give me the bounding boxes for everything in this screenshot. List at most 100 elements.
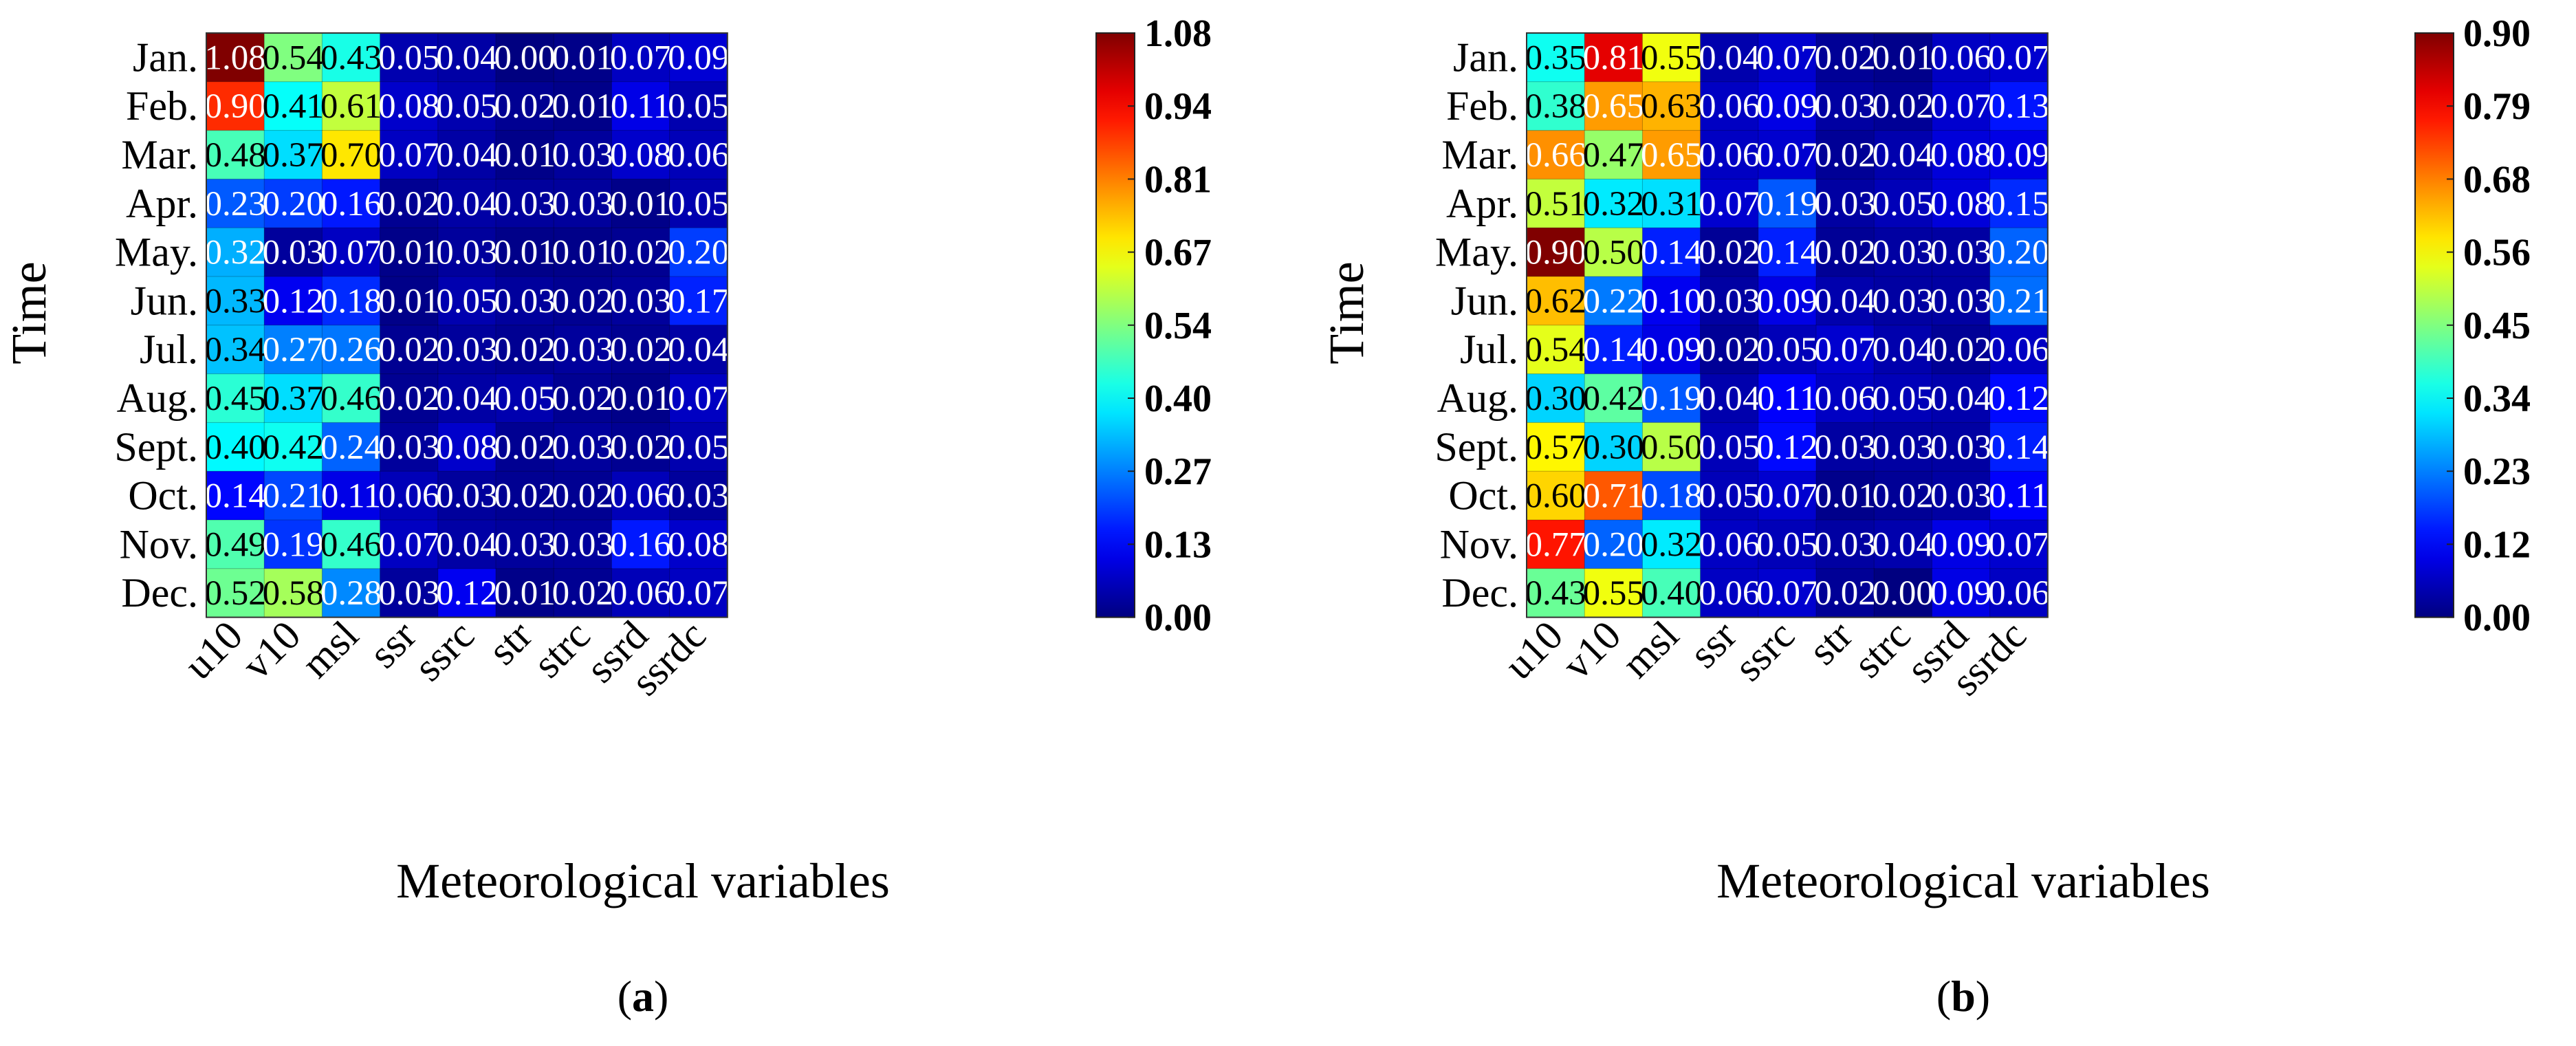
- cell-value-label: 0.02: [494, 477, 555, 516]
- cell-value-label: 0.01: [552, 39, 613, 77]
- cell-value-label: 0.04: [436, 136, 497, 175]
- colorbar-tick-label: 0.00: [1144, 597, 1212, 640]
- heatmap-cell: [1526, 32, 1586, 83]
- y-tick-label: Aug.: [117, 375, 198, 421]
- heatmap-cell: [1815, 81, 1875, 131]
- cell-value-label: 0.03: [436, 234, 497, 272]
- heatmap-cell: [321, 227, 381, 278]
- cell-value-label: 0.05: [378, 39, 439, 77]
- cell-value-label: 0.16: [610, 525, 671, 564]
- heatmap-cell: [553, 519, 613, 569]
- cell-value-label: 0.54: [263, 39, 324, 77]
- heatmap-cell: [321, 276, 381, 326]
- heatmap-cell: [611, 325, 670, 375]
- cell-value-label: 0.04: [1873, 136, 1934, 175]
- cell-value-label: 0.19: [263, 525, 324, 564]
- cell-value-label: 0.02: [1814, 39, 1875, 77]
- x-axis-label: Meteorological variables: [1716, 853, 2210, 908]
- heatmap-cell: [380, 373, 439, 424]
- heatmap-cell: [321, 470, 381, 521]
- cell-value-label: 0.05: [1756, 525, 1818, 564]
- cell-value-label: 0.02: [552, 574, 613, 613]
- panel-label: (a): [618, 972, 669, 1021]
- heatmap-cell: [1815, 470, 1875, 521]
- colorbar-tick-label: 0.54: [1144, 305, 1212, 347]
- heatmap-cell: [380, 276, 439, 326]
- cell-value-label: 0.06: [1930, 39, 1991, 77]
- cell-value-label: 0.08: [668, 525, 729, 564]
- cell-value-label: 0.02: [1814, 574, 1875, 613]
- heatmap-cell: [1700, 325, 1759, 375]
- y-axis-label: Time: [1319, 261, 1374, 364]
- cell-value-label: 0.38: [1525, 87, 1586, 126]
- cell-value-label: 0.01: [378, 282, 439, 320]
- cell-value-label: 0.07: [320, 234, 382, 272]
- cell-value-label: 0.11: [1757, 380, 1817, 418]
- colorbar-tick-label: 0.00: [2463, 597, 2531, 640]
- cell-value-label: 0.02: [494, 428, 555, 467]
- heatmap-cell: [263, 325, 323, 375]
- heatmap-cell: [1700, 422, 1759, 472]
- cell-value-label: 0.06: [1699, 87, 1760, 126]
- heatmap-cell: [437, 81, 496, 131]
- cell-value-label: 0.43: [320, 39, 382, 77]
- heatmap-cell: [380, 130, 439, 180]
- heatmap-cell: [321, 325, 381, 375]
- cell-value-label: 0.09: [1930, 525, 1991, 564]
- heatmap-cells: 1.080.540.430.050.040.000.010.070.090.90…: [204, 32, 729, 618]
- heatmap-cell: [611, 470, 670, 521]
- cell-value-label: 0.05: [436, 282, 497, 320]
- heatmap-cell: [206, 373, 265, 424]
- colorbar-tick-label: 0.34: [2463, 378, 2531, 420]
- cell-value-label: 0.05: [1699, 428, 1760, 467]
- cell-value-label: 0.05: [1873, 380, 1934, 418]
- heatmap-cell: [1584, 519, 1644, 569]
- heatmap-cell: [611, 373, 670, 424]
- cell-value-label: 0.02: [552, 380, 613, 418]
- heatmap-cell: [553, 422, 613, 472]
- heatmap-cell: [1526, 130, 1586, 180]
- heatmap-cell: [263, 178, 323, 229]
- cell-value-label: 0.11: [1989, 477, 2049, 516]
- colorbar-tick-label: 0.13: [1144, 523, 1212, 566]
- heatmap-cell: [1526, 276, 1586, 326]
- heatmap-cell: [611, 519, 670, 569]
- cell-value-label: 0.14: [1988, 428, 2049, 467]
- heatmap-cell: [1526, 470, 1586, 521]
- heatmap-cell: [1931, 422, 1991, 472]
- heatmap-cell: [1931, 568, 1991, 618]
- cell-value-label: 0.07: [1756, 477, 1818, 516]
- heatmap-cell: [1641, 276, 1701, 326]
- heatmap-cell: [1526, 227, 1586, 278]
- heatmap-cell: [1989, 276, 2049, 326]
- cell-value-label: 0.02: [552, 477, 613, 516]
- cell-value-label: 0.04: [436, 525, 497, 564]
- cell-value-label: 0.14: [204, 477, 265, 516]
- cell-value-label: 0.01: [494, 234, 555, 272]
- cell-value-label: 0.02: [494, 87, 555, 126]
- cell-value-label: 0.23: [204, 185, 265, 224]
- y-tick-label: Mar.: [121, 132, 198, 177]
- heatmap-cell: [1815, 227, 1875, 278]
- cell-value-label: 0.57: [1525, 428, 1586, 467]
- colorbar-tick-label: 0.12: [2463, 523, 2531, 566]
- cell-value-label: 0.06: [1699, 525, 1760, 564]
- heatmap-cell: [1758, 519, 1818, 569]
- cell-value-label: 0.90: [204, 87, 265, 126]
- cell-value-label: 0.61: [320, 87, 382, 126]
- cell-value-label: 0.08: [378, 87, 439, 126]
- cell-value-label: 0.11: [611, 87, 670, 126]
- cell-value-label: 0.09: [668, 39, 729, 77]
- heatmap-cell: [553, 130, 613, 180]
- heatmap-cell: [495, 470, 555, 521]
- cell-value-label: 0.08: [436, 428, 497, 467]
- cell-value-label: 0.30: [1583, 428, 1644, 467]
- cell-value-label: 0.03: [552, 428, 613, 467]
- cell-value-label: 0.04: [436, 380, 497, 418]
- cell-value-label: 0.06: [378, 477, 439, 516]
- heatmap-cell: [495, 276, 555, 326]
- y-tick-label: Jun.: [131, 278, 198, 323]
- cell-value-label: 1.08: [204, 39, 265, 77]
- y-tick-label: Nov.: [1440, 521, 1518, 567]
- heatmap-cell: [263, 422, 323, 472]
